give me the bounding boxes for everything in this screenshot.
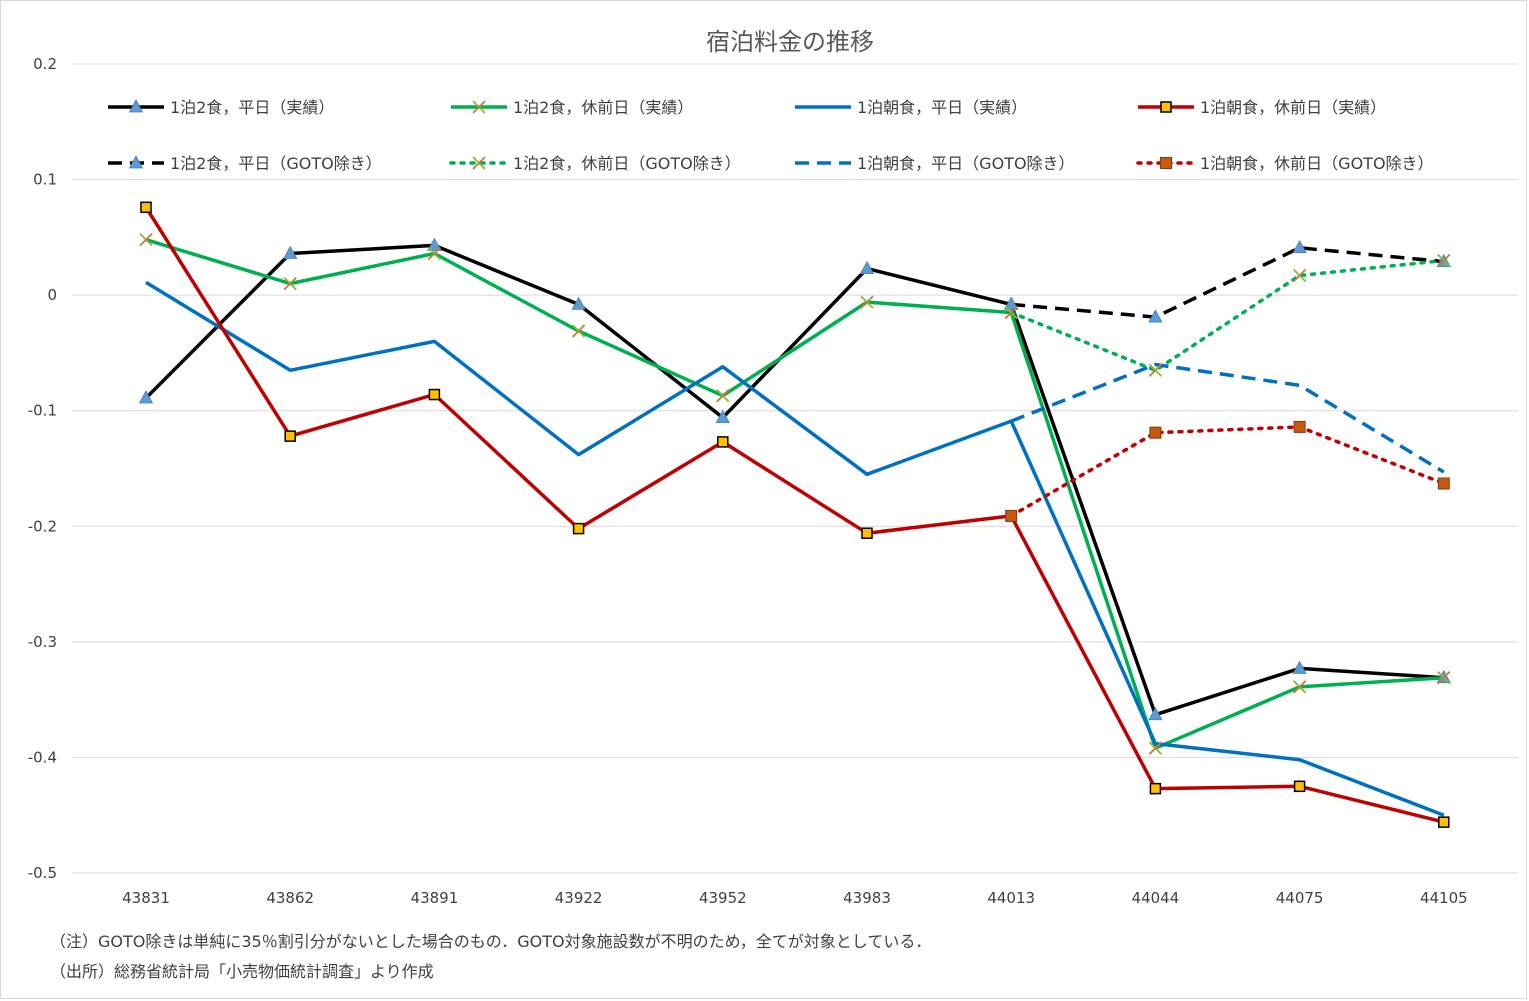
legend-item: 1泊2食，平日（GOTO除き） [108, 154, 382, 173]
square-marker [1293, 420, 1306, 433]
x-marker [1148, 741, 1163, 755]
triangle-marker [283, 245, 298, 259]
legend-item: 1泊2食，休前日（GOTO除き） [449, 154, 741, 173]
triangle-marker [138, 390, 154, 404]
x-marker [1292, 680, 1307, 694]
x-axis-ticks: 43831 43862 43891 43922 43952 43983 44013 44044… [122, 889, 1468, 907]
square-marker [284, 430, 296, 442]
y-axis-ticks: 0.2 0.1 0 -0.1 -0.2 -0.3 -0.4 -0.5 [28, 55, 57, 882]
triangle-marker [1292, 660, 1307, 674]
y-tick-label: 0.2 [33, 55, 57, 73]
legend-label: 1泊朝食，休前日（実績） [1200, 98, 1386, 117]
legend-item: 1泊朝食，休前日（実績） [1138, 98, 1386, 117]
x-tick-label: 44075 [1276, 889, 1324, 907]
square-marker [1293, 780, 1306, 793]
x-marker [860, 295, 874, 309]
footnote: （注）GOTO除きは単純に35％割引分がないとした場合のもの．GOTO対象施設数… [50, 932, 932, 951]
x-marker [716, 389, 730, 403]
square-marker [717, 436, 729, 448]
legend: 1泊2食，平日（実績） 1泊2食，休前日（実績） 1泊朝食，平日（実績） 1泊朝食，休… [108, 98, 1434, 173]
legend-label: 1泊2食，平日（実績） [170, 98, 334, 117]
x-marker [139, 233, 153, 247]
legend-label: 1泊朝食，休前日（GOTO除き） [1200, 154, 1434, 173]
chart-title: 宿泊料金の推移 [706, 28, 874, 56]
square-marker [1149, 426, 1162, 439]
x-marker [1292, 268, 1307, 283]
x-marker [571, 324, 586, 338]
legend-label: 1泊2食，平日（GOTO除き） [170, 154, 382, 173]
legend-label: 1泊朝食，平日（実績） [857, 98, 1027, 117]
x-marker [1148, 363, 1163, 377]
x-marker [283, 276, 297, 291]
series-lines [144, 206, 1446, 824]
square-marker [1005, 509, 1018, 522]
triangle-marker [1148, 706, 1163, 721]
x-marker [472, 156, 486, 170]
triangle-marker [715, 409, 730, 424]
x-marker [1437, 253, 1451, 268]
legend-item: 1泊朝食，休前日（GOTO除き） [1136, 154, 1434, 173]
x-tick-label: 43862 [266, 889, 314, 907]
x-tick-label: 44105 [1420, 889, 1468, 907]
x-marker [472, 100, 486, 114]
y-tick-label: 0 [47, 286, 57, 304]
legend-label: 1泊2食，休前日（実績） [513, 98, 693, 117]
triangle-marker [1004, 296, 1019, 310]
x-tick-label: 43831 [122, 889, 170, 907]
gridlines [72, 63, 1518, 874]
square-marker [1160, 101, 1172, 113]
square-marker [861, 527, 873, 539]
legend-label: 1泊朝食，平日（GOTO除き） [857, 154, 1075, 173]
x-tick-label: 43983 [843, 889, 891, 907]
legend-item: 1泊朝食，平日（実績） [795, 98, 1027, 117]
y-tick-label: -0.1 [28, 402, 57, 420]
x-marker [427, 246, 442, 261]
x-tick-label: 44044 [1132, 889, 1180, 907]
y-tick-label: -0.4 [28, 748, 57, 766]
x-tick-label: 43891 [411, 889, 459, 907]
series-line-4 [144, 206, 1445, 824]
series-line-2 [145, 238, 1444, 750]
series-line-7 [1010, 362, 1445, 474]
y-tick-label: -0.3 [28, 633, 57, 651]
square-marker [1149, 782, 1162, 795]
square-marker [428, 388, 441, 401]
square-marker [1160, 157, 1172, 169]
triangle-marker [1292, 239, 1307, 254]
series-line-5 [1011, 246, 1444, 319]
square-marker [1437, 477, 1450, 490]
square-marker [140, 201, 152, 214]
x-tick-label: 43952 [699, 889, 747, 907]
triangle-marker [1148, 309, 1163, 323]
legend-item: 1泊朝食，平日（GOTO除き） [795, 154, 1075, 173]
series-line-3 [145, 280, 1445, 817]
source-note: （出所）総務省統計局「小売物価統計調査」より作成 [50, 962, 434, 981]
series-line-6 [1009, 258, 1446, 373]
series-line-1 [144, 243, 1444, 717]
legend-item: 1泊2食，平日（実績） [108, 98, 334, 117]
x-tick-label: 44013 [987, 889, 1035, 907]
triangle-marker [128, 99, 144, 113]
triangle-marker [859, 260, 875, 274]
square-marker [1438, 816, 1450, 828]
y-tick-label: -0.2 [28, 517, 57, 535]
triangle-marker [571, 296, 586, 310]
x-marker [1004, 305, 1018, 320]
y-tick-label: 0.1 [33, 171, 57, 189]
series-line-8 [1009, 425, 1446, 518]
triangle-marker [427, 237, 442, 251]
y-tick-label: -0.5 [28, 864, 57, 882]
triangle-marker [128, 155, 144, 169]
x-marker [1437, 671, 1451, 685]
square-marker [572, 522, 585, 535]
legend-item: 1泊2食，休前日（実績） [451, 98, 693, 117]
x-tick-label: 43922 [555, 889, 603, 907]
series-markers [138, 201, 1451, 828]
legend-label: 1泊2食，休前日（GOTO除き） [513, 154, 741, 173]
